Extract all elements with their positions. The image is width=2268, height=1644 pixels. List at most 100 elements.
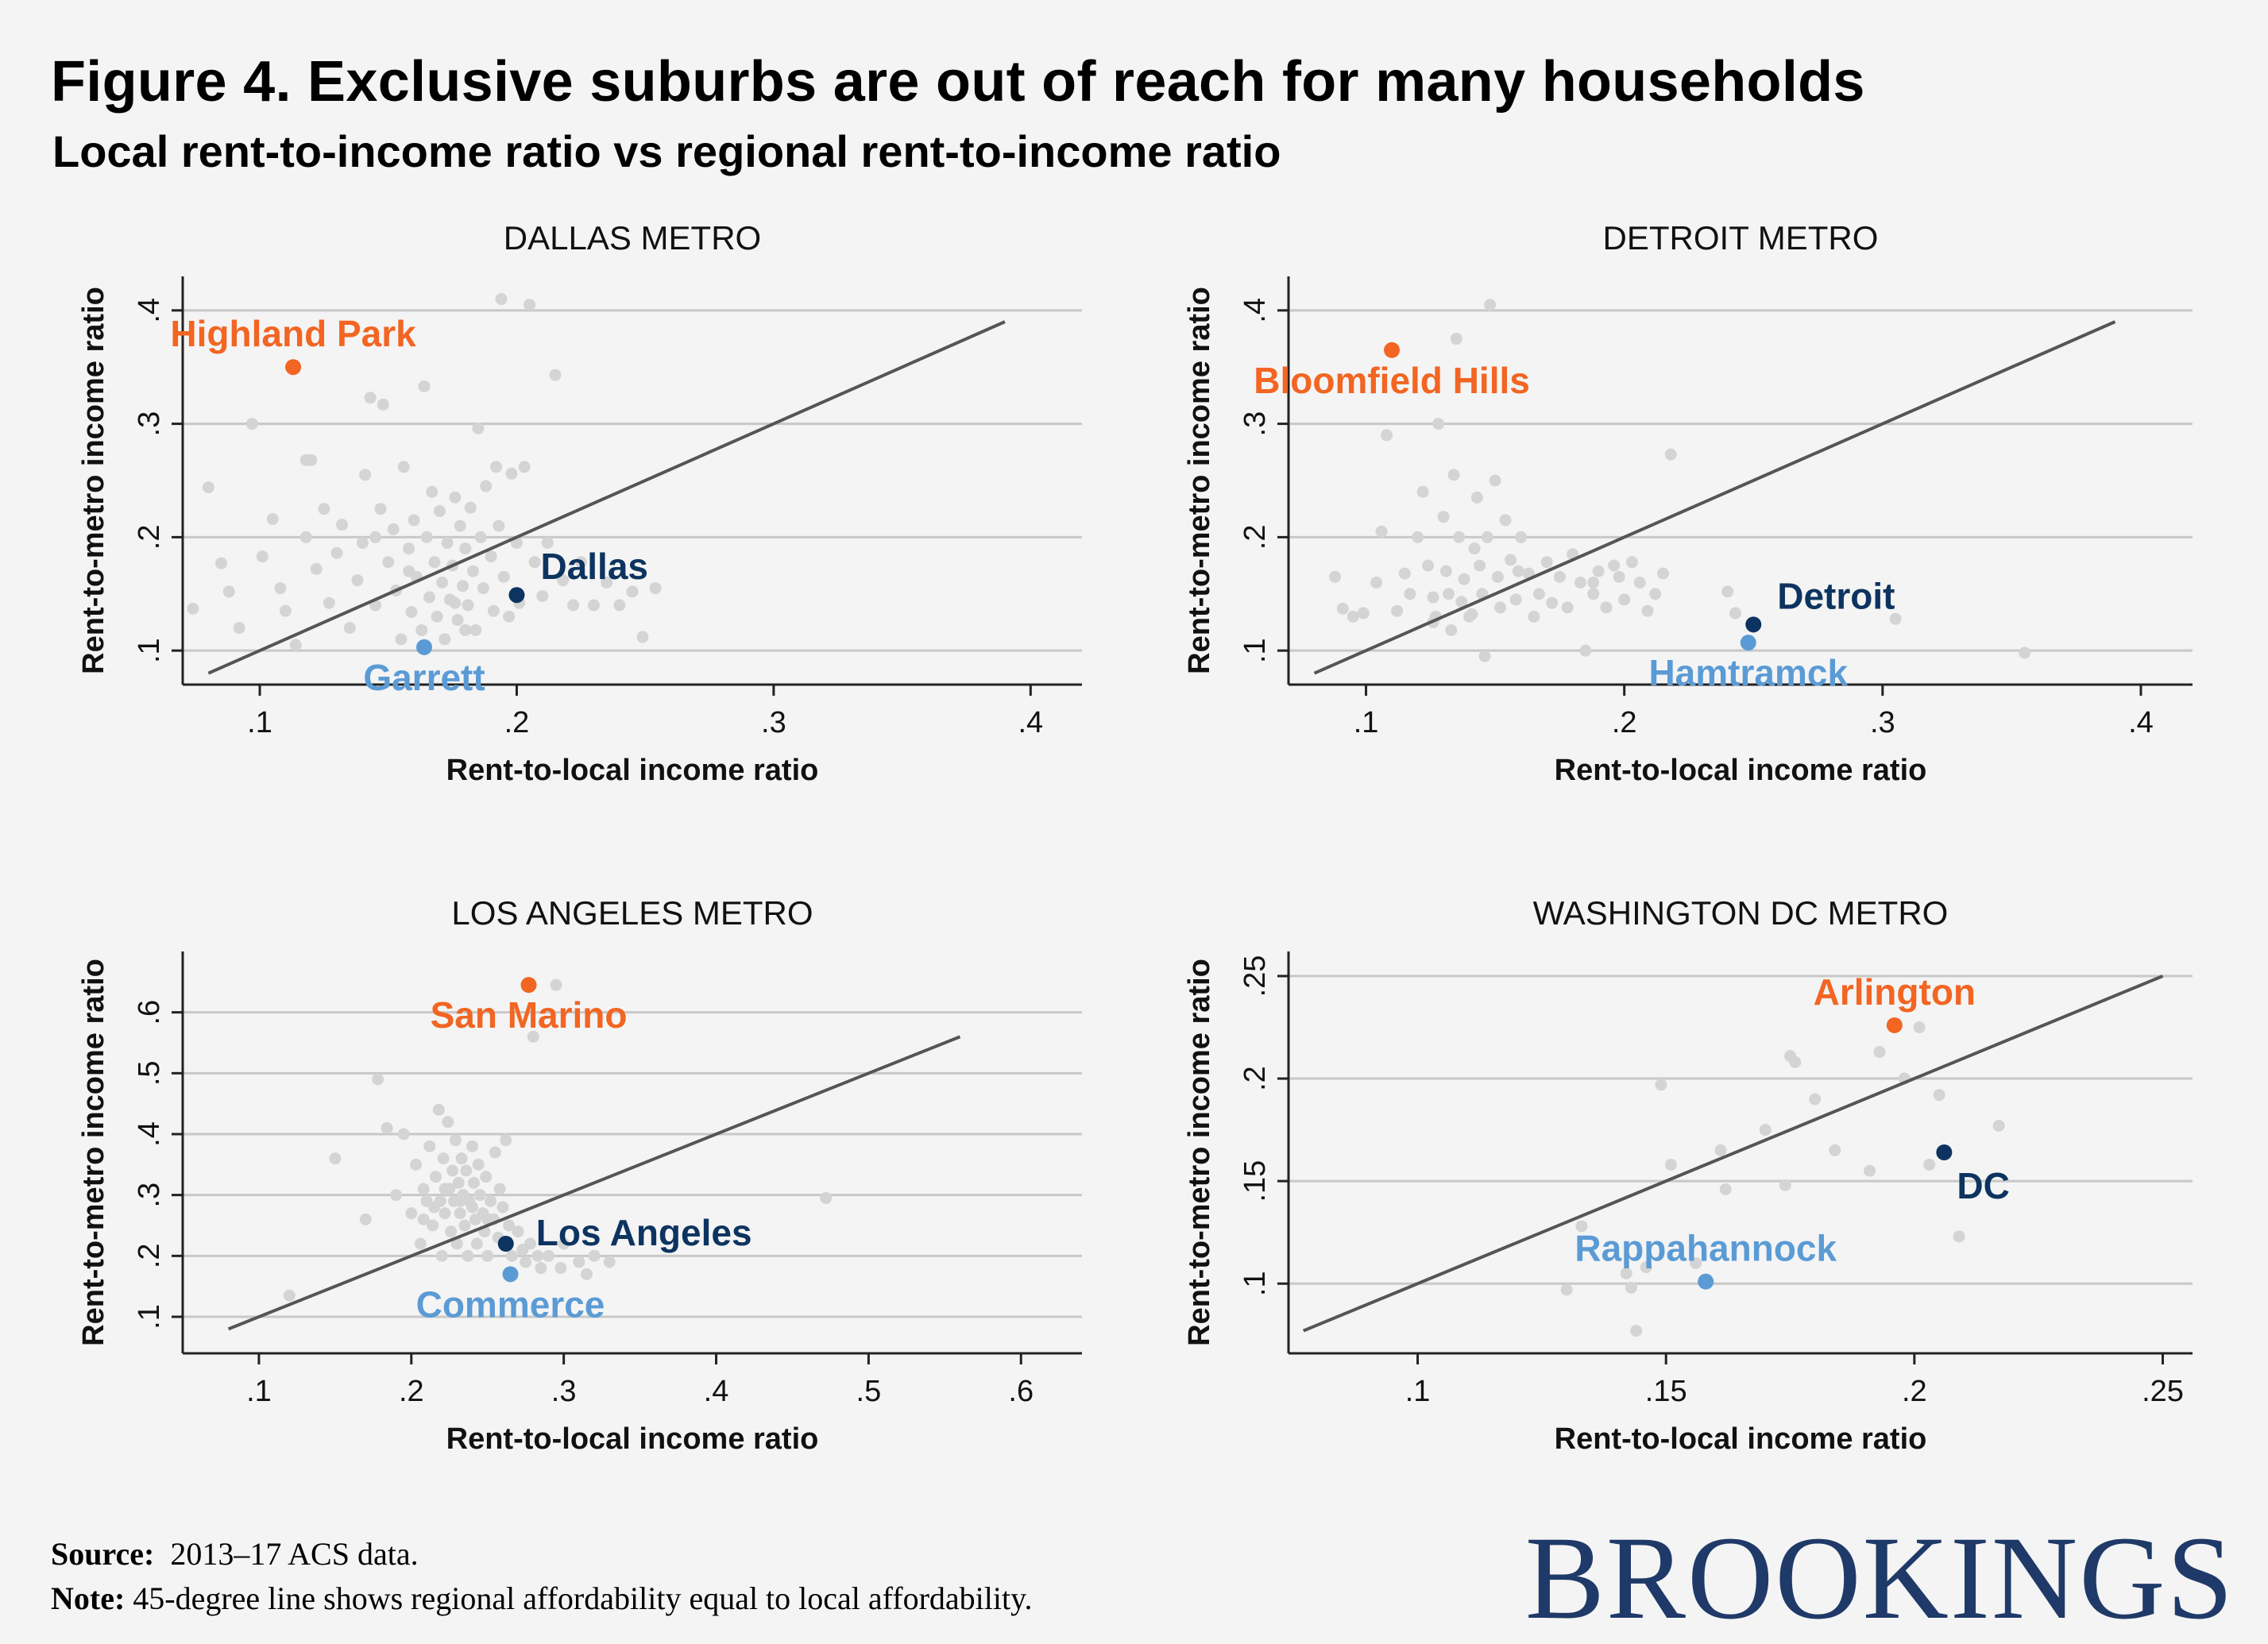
data-point <box>1453 531 1466 543</box>
data-point <box>500 1134 512 1147</box>
data-point <box>403 565 415 577</box>
highlight-point <box>1384 342 1401 358</box>
data-point <box>364 392 377 404</box>
data-point <box>649 582 662 595</box>
data-point <box>542 1249 554 1262</box>
brookings-logo: BROOKINGS <box>1524 1512 2235 1644</box>
data-point <box>420 531 433 543</box>
data-point <box>1640 1261 1652 1274</box>
data-point <box>457 580 469 592</box>
data-point <box>410 1158 423 1171</box>
figure-subtitle: Local rent-to-income ratio vs regional r… <box>52 126 1281 176</box>
highlight-point <box>497 1236 514 1252</box>
data-point <box>1489 474 1501 487</box>
data-point <box>426 485 439 498</box>
y-axis-title: Rent-to-metro income ratio <box>77 959 110 1346</box>
data-point <box>1505 554 1517 566</box>
x-tick-label: .3 <box>551 1375 577 1408</box>
data-point <box>283 1289 296 1302</box>
data-point <box>1649 588 1662 600</box>
data-point <box>485 1194 497 1207</box>
data-point <box>449 491 462 504</box>
data-point <box>487 604 500 617</box>
data-point <box>1625 1281 1637 1294</box>
data-point <box>336 519 349 531</box>
data-point <box>535 1262 547 1275</box>
panel-title: DALLAS METRO <box>504 219 761 257</box>
data-point <box>405 606 418 619</box>
highlight-label: Bloomfield Hills <box>1254 360 1530 401</box>
highlight-label: Garrett <box>363 657 485 698</box>
data-point <box>1889 612 1902 625</box>
data-point <box>1439 565 1452 577</box>
y-axis-title: Rent-to-metro income ratio <box>77 287 110 674</box>
data-point <box>233 622 245 635</box>
x-axis-title: Rent-to-local income ratio <box>1555 1422 1927 1456</box>
data-point <box>343 622 356 635</box>
highlight-label: DC <box>1957 1165 2009 1206</box>
y-tick-label: .6 <box>133 1000 166 1025</box>
reference-line-45deg <box>227 1035 961 1331</box>
highlight-label: Commerce <box>416 1283 605 1325</box>
source-line: Source: 2013–17 ACS data. <box>51 1535 419 1573</box>
data-point <box>351 574 364 587</box>
panel-title: DETROIT METRO <box>1603 219 1879 257</box>
data-point <box>458 1219 471 1232</box>
data-point <box>1512 565 1524 577</box>
data-point <box>415 623 428 636</box>
data-point <box>1613 570 1625 583</box>
data-point <box>1528 610 1540 623</box>
highlight-label: Arlington <box>1814 971 1976 1013</box>
data-point <box>1574 577 1586 589</box>
data-point <box>387 523 400 535</box>
data-point <box>202 481 214 494</box>
data-point <box>417 1183 430 1195</box>
data-point <box>1656 567 1669 580</box>
highlight-label: Detroit <box>1777 575 1895 616</box>
x-axis-title: Rent-to-local income ratio <box>446 1422 819 1456</box>
data-point <box>1923 1158 1936 1171</box>
highlight-label: Hamtramck <box>1648 652 1848 693</box>
data-point <box>435 1249 448 1262</box>
x-axis-title: Rent-to-local income ratio <box>446 754 819 787</box>
data-point <box>1664 448 1677 461</box>
y-tick-label: .1 <box>1238 1271 1272 1296</box>
data-point <box>580 1268 593 1280</box>
highlight-point <box>1698 1273 1714 1290</box>
data-point <box>1427 591 1439 604</box>
data-point <box>372 1073 384 1086</box>
data-point <box>459 623 472 636</box>
data-point <box>558 1237 570 1250</box>
data-point <box>1873 1046 1886 1058</box>
x-tick-label: .1 <box>1405 1375 1431 1408</box>
data-point <box>1560 1283 1573 1296</box>
data-point <box>428 556 441 569</box>
highlight-point <box>508 587 525 604</box>
data-point <box>554 1262 567 1275</box>
data-point <box>460 1164 473 1177</box>
y-axis-title: Rent-to-metro income ratio <box>1183 959 1216 1346</box>
data-point <box>1532 588 1545 600</box>
x-tick-label: .3 <box>1870 706 1895 739</box>
data-point <box>495 293 508 306</box>
data-point <box>1484 299 1497 311</box>
y-tick-label: .1 <box>133 1304 166 1329</box>
data-point <box>245 418 258 430</box>
data-point <box>1357 607 1370 619</box>
data-point <box>1587 577 1600 589</box>
data-point <box>266 513 279 526</box>
y-tick-label: .3 <box>1238 411 1272 437</box>
data-point <box>474 531 487 543</box>
data-point <box>222 585 235 598</box>
figure-title: Figure 4. Exclusive suburbs are out of r… <box>51 50 1865 114</box>
data-point <box>390 1189 403 1202</box>
data-point <box>1478 650 1491 662</box>
x-tick-label: .2 <box>1902 1375 1927 1408</box>
data-point <box>477 582 489 595</box>
data-point <box>329 1152 342 1165</box>
data-point <box>442 1116 454 1129</box>
x-tick-label: .3 <box>761 706 786 739</box>
data-point <box>528 556 541 569</box>
highlight-label: Los Angeles <box>536 1212 752 1253</box>
data-point <box>397 1128 410 1140</box>
